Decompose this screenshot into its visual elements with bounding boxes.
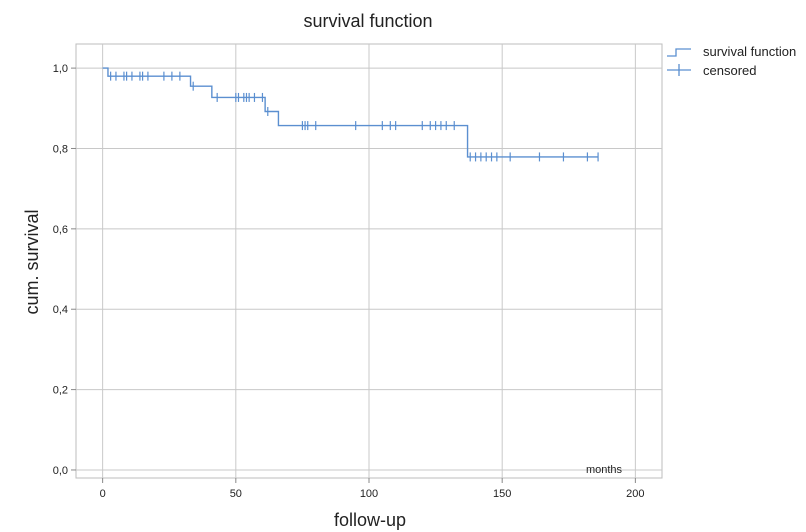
y-tick-label: 0,2 <box>53 385 68 397</box>
y-axis-label: cum. survival <box>22 209 42 314</box>
x-tick-label: 0 <box>100 488 106 500</box>
y-tick-label: 1,0 <box>53 63 68 75</box>
x-tick-label: 100 <box>360 488 378 500</box>
y-tick-label: 0,6 <box>53 224 68 236</box>
censored-markers <box>110 71 599 162</box>
chart-title: survival function <box>303 11 432 31</box>
y-tick-label: 0,8 <box>53 143 68 155</box>
x-tick-label: 50 <box>230 488 242 500</box>
x-tick-label: 200 <box>626 488 644 500</box>
x-tick-label: 150 <box>493 488 511 500</box>
y-axis-ticks: 0,0 0,2 0,4 0,6 0,8 1,0 <box>53 63 76 477</box>
legend-censored-label: censored <box>703 63 756 78</box>
x-axis-label: follow-up <box>334 510 406 530</box>
y-tick-label: 0,0 <box>53 465 68 477</box>
y-tick-label: 0,4 <box>53 304 68 316</box>
legend-survival-function-symbol <box>667 48 691 57</box>
legend-survival-function-label: survival function <box>703 44 796 59</box>
x-axis-ticks: 0 50 100 150 200 <box>100 478 645 500</box>
x-unit-label: months <box>586 464 623 476</box>
legend: survival function censored <box>667 44 796 78</box>
grid-lines <box>76 44 662 478</box>
